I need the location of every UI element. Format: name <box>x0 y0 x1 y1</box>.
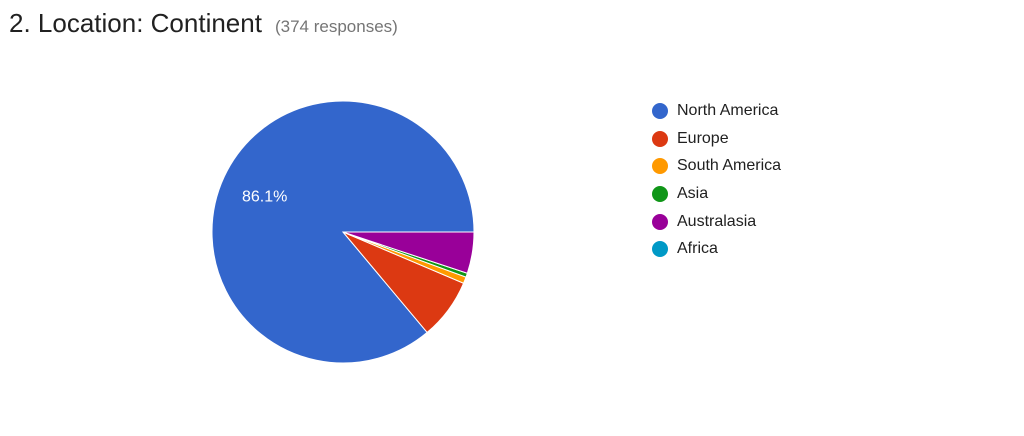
legend-swatch <box>652 102 668 119</box>
legend-label: North America <box>677 101 779 119</box>
legend-label: Africa <box>677 240 718 258</box>
legend-item-europe[interactable]: Europe <box>652 125 781 153</box>
legend-swatch <box>652 130 668 147</box>
legend-label: Australasia <box>677 212 757 230</box>
legend-item-south-america[interactable]: South America <box>652 152 781 180</box>
chart-legend: North America Europe South America Asia Aust… <box>652 97 781 263</box>
data-label-north-america: 86.1% <box>242 188 287 205</box>
legend-item-north-america[interactable]: North America <box>652 97 781 125</box>
pie-chart: 86.1% <box>211 100 475 364</box>
legend-label: Asia <box>677 184 709 202</box>
legend-swatch <box>652 185 668 202</box>
legend-item-australasia[interactable]: Australasia <box>652 208 781 236</box>
legend-item-asia[interactable]: Asia <box>652 180 781 208</box>
legend-label: Europe <box>677 129 729 147</box>
legend-swatch <box>652 241 668 258</box>
legend-label: South America <box>677 157 782 175</box>
response-count: (374 responses) <box>274 17 398 36</box>
legend-swatch <box>652 213 668 230</box>
question-title: 2. Location: Continent <box>9 8 262 38</box>
legend-item-africa[interactable]: Africa <box>652 235 781 263</box>
question-header: 2. Location: Continent (374 responses) <box>9 8 398 39</box>
pie-slice-australasia <box>342 231 475 274</box>
legend-swatch <box>652 158 668 175</box>
